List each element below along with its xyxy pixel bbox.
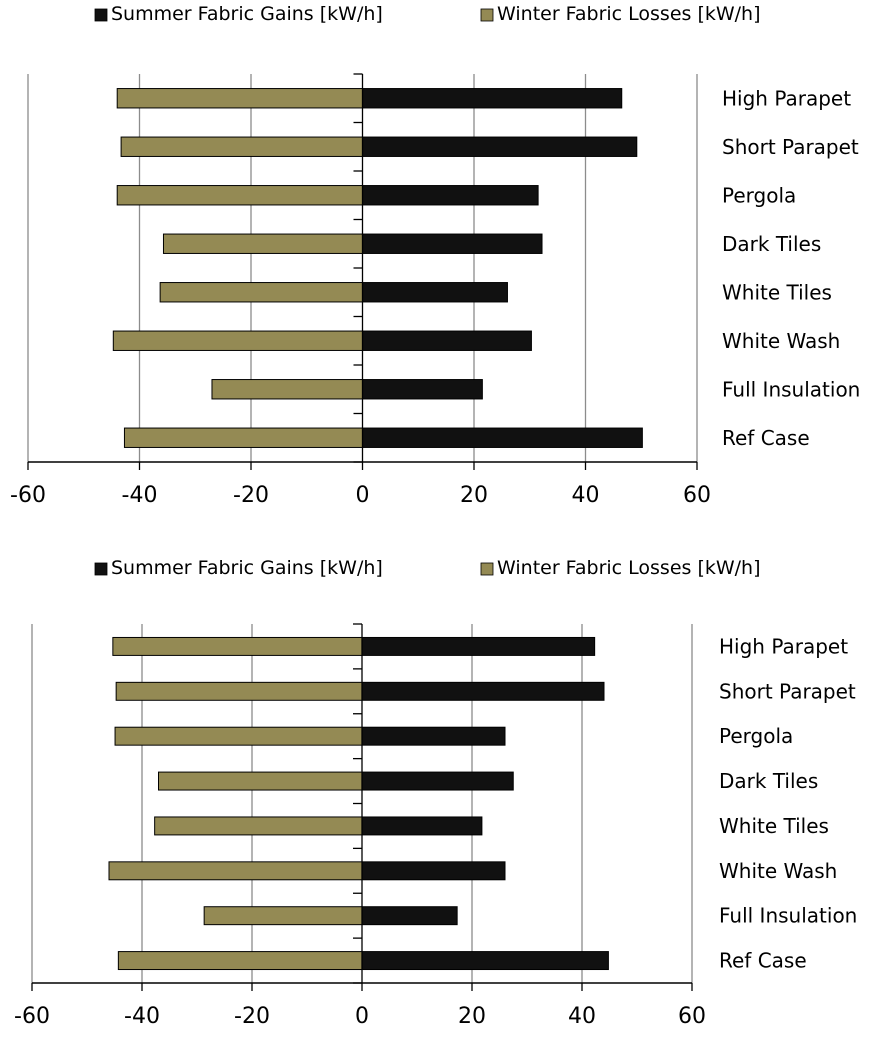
x-tick-label: 20 [460,483,488,508]
gain-bar-full-insulation [362,379,483,400]
chart-2: Summer Fabric Gains [kW/h] Winter Fabric … [14,557,857,1029]
legend-label: Winter Fabric Losses [kW/h] [497,3,761,25]
x-tick-label: -60 [14,1004,50,1029]
legend-swatch [94,8,108,22]
loss-bar-ref-case [123,427,364,448]
loss-bar-short-parapet [115,681,363,701]
category-label: Dark Tiles [722,232,821,256]
x-tick-label: -40 [124,1004,160,1029]
category-label: Short Parapet [722,135,859,159]
category-label: White Tiles [722,280,832,304]
loss-bar-high-parapet [112,636,363,656]
x-tick-label: -40 [122,483,158,508]
gain-bar-white-tiles [361,816,483,836]
loss-bar-high-parapet [116,88,363,109]
category-label: Full Insulation [722,377,860,401]
loss-bar-full-insulation [203,906,363,926]
x-tick-label: 60 [678,1004,706,1029]
legend-label: Winter Fabric Losses [kW/h] [497,557,761,579]
category-label: White Wash [722,329,840,353]
loss-bar-pergola [116,185,363,206]
gain-bar-ref-case [361,951,609,971]
category-label: Pergola [719,724,793,748]
loss-bar-dark-tiles [158,771,363,791]
chart-1: Summer Fabric Gains [kW/h] Winter Fabric … [10,3,860,508]
loss-bar-ref-case [117,951,363,971]
x-tick-label: -20 [233,483,269,508]
legend-swatch [94,562,108,576]
category-label: Pergola [722,183,796,207]
loss-bar-full-insulation [211,379,363,400]
loss-bar-white-tiles [159,282,363,303]
x-tick-label: -20 [234,1004,270,1029]
gain-bar-dark-tiles [362,233,543,254]
gain-bar-white-tiles [362,282,508,303]
x-tick-label: 40 [568,1004,596,1029]
x-tick-label: 60 [683,483,711,508]
gain-bar-short-parapet [361,681,605,701]
gain-bar-short-parapet [362,136,638,157]
category-label: High Parapet [722,86,851,110]
x-tick-label: 0 [355,1004,369,1029]
category-label: Full Insulation [719,904,857,928]
category-label: Dark Tiles [719,769,818,793]
gain-bar-pergola [361,726,506,746]
loss-bar-short-parapet [120,136,364,157]
gain-bar-white-wash [361,861,506,881]
gain-bar-full-insulation [361,906,458,926]
legend-label: Summer Fabric Gains [kW/h] [111,3,383,25]
category-label: White Wash [719,859,837,883]
category-label: Ref Case [722,426,810,450]
legend-swatch [480,562,494,576]
loss-bar-white-tiles [154,816,363,836]
x-tick-label: -60 [10,483,46,508]
category-label: White Tiles [719,814,829,838]
legend-label: Summer Fabric Gains [kW/h] [111,557,383,579]
category-label: High Parapet [719,634,848,658]
loss-bar-white-wash [108,861,363,881]
category-label: Ref Case [719,949,807,973]
x-tick-label: 20 [458,1004,486,1029]
gain-bar-high-parapet [362,88,623,109]
gain-bar-dark-tiles [361,771,514,791]
gain-bar-white-wash [362,330,532,351]
loss-bar-pergola [114,726,363,746]
legend-swatch [480,8,494,22]
x-tick-label: 40 [572,483,600,508]
gain-bar-pergola [362,185,539,206]
gain-bar-ref-case [362,427,643,448]
gain-bar-high-parapet [361,636,596,656]
x-tick-label: 0 [356,483,370,508]
loss-bar-dark-tiles [162,233,363,254]
category-label: Short Parapet [719,679,856,703]
loss-bar-white-wash [112,330,363,351]
